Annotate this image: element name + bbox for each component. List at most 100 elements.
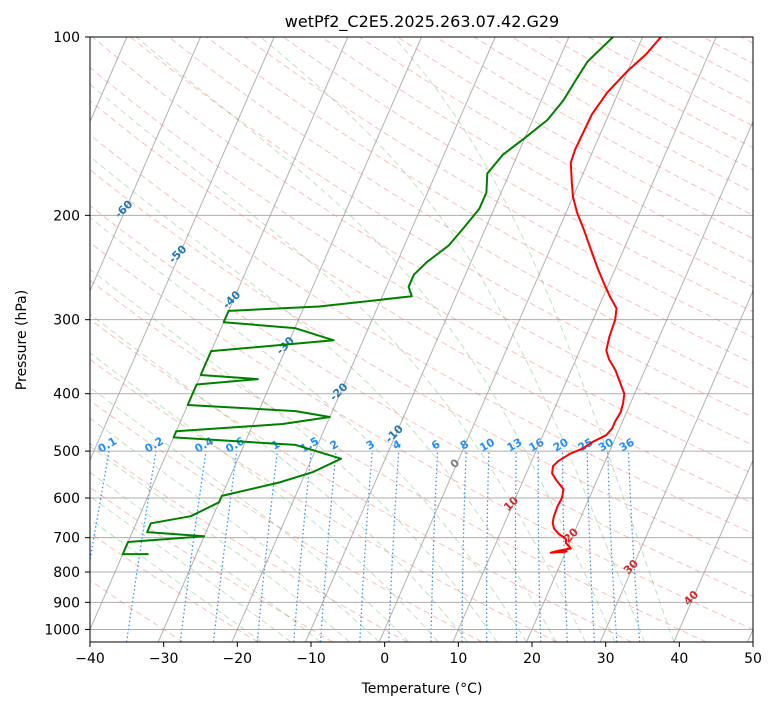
dry-adiabat bbox=[664, 37, 753, 85]
mixing-ratio-line bbox=[293, 451, 312, 642]
y-tick-label: 800 bbox=[53, 565, 80, 581]
dry-adiabat bbox=[740, 37, 753, 44]
dry-adiabat bbox=[588, 37, 753, 127]
moist-adiabat bbox=[135, 37, 616, 642]
axes: −40 −30 −20 −10 0 10 20 30 40 5010020030040050060… bbox=[44, 30, 762, 667]
x-tick-label: 40 bbox=[670, 651, 688, 667]
isotherm-label: -70 bbox=[58, 153, 81, 176]
dry-adiabat bbox=[130, 37, 753, 418]
isotherm-line bbox=[231, 37, 496, 642]
dry-adiabat bbox=[90, 100, 753, 504]
isotherm-label: -80 bbox=[3, 109, 26, 132]
moist-adiabat bbox=[260, 37, 645, 642]
isotherm-label: 10 bbox=[501, 494, 521, 514]
isotherm-line bbox=[378, 37, 643, 642]
dry-adiabat bbox=[90, 442, 408, 642]
mixing-ratio-line bbox=[256, 451, 278, 642]
isotherm-line bbox=[305, 37, 570, 642]
isotherm-line bbox=[157, 37, 422, 642]
x-tick-label: −30 bbox=[149, 651, 179, 667]
moist-adiabat bbox=[393, 37, 675, 642]
isotherm-line bbox=[599, 289, 753, 642]
x-tick-label: −10 bbox=[296, 651, 326, 667]
dewpoint-profile-line bbox=[121, 37, 614, 556]
dry-adiabat bbox=[244, 37, 753, 338]
mixing-ratio-label: 25 bbox=[576, 436, 596, 455]
moist-adiabat bbox=[90, 352, 439, 642]
x-tick-label: −40 bbox=[75, 651, 105, 667]
y-tick-label: 100 bbox=[53, 30, 80, 46]
dry-adiabat bbox=[90, 241, 753, 630]
isotherm-line bbox=[526, 120, 753, 642]
dry-adiabat bbox=[90, 486, 333, 642]
y-tick-label: 200 bbox=[53, 208, 80, 224]
mixing-ratio-line bbox=[179, 451, 207, 642]
mixing-ratio-line bbox=[486, 451, 490, 642]
moist-adiabat bbox=[90, 386, 410, 642]
mixing-ratio-label: 16 bbox=[527, 435, 547, 454]
moist-adiabat bbox=[90, 471, 321, 642]
mixing-ratio-label: 6 bbox=[429, 437, 442, 452]
isotherm-label: -50 bbox=[166, 242, 189, 265]
x-tick-label: 50 bbox=[744, 651, 762, 667]
y-tick-label: 400 bbox=[53, 387, 80, 403]
y-tick-label: 1000 bbox=[44, 622, 80, 638]
plot-area: 0.10.20.40.611.52346810131620253036-100-… bbox=[3, 37, 753, 642]
y-tick-label: 600 bbox=[53, 491, 80, 507]
dry-adiabat bbox=[168, 37, 753, 391]
moist-adiabat bbox=[90, 313, 468, 642]
temperature-profile-line bbox=[549, 37, 662, 554]
dry-adiabat bbox=[206, 37, 753, 364]
dry-adiabat bbox=[90, 204, 753, 598]
y-tick-label: 900 bbox=[53, 595, 80, 611]
dry-adiabat bbox=[90, 318, 632, 642]
x-axis-title: Temperature (°C) bbox=[361, 681, 483, 697]
isotherm-line bbox=[90, 37, 201, 293]
isotherm-line bbox=[452, 37, 717, 642]
mixing-ratio-line bbox=[514, 451, 518, 642]
mixing-ratio-line bbox=[430, 451, 439, 642]
isotherm-line bbox=[90, 37, 275, 462]
dry-adiabat bbox=[90, 400, 483, 642]
mixing-ratio-line bbox=[212, 451, 238, 642]
isotherm-label: -60 bbox=[112, 197, 135, 220]
isotherm-label: -10 bbox=[383, 422, 406, 445]
plot-content: 0.10.20.40.611.52346810131620253036-100-… bbox=[3, 37, 753, 642]
plot-frame bbox=[89, 36, 754, 643]
x-tick-label: −20 bbox=[223, 651, 253, 667]
isotherm-line bbox=[673, 458, 753, 642]
x-tick-label: 20 bbox=[523, 651, 541, 667]
moist-adiabat bbox=[90, 83, 586, 642]
dry-adiabat bbox=[511, 37, 753, 171]
chart-title: wetPf2_C2E5.2025.263.07.42.G29 bbox=[285, 12, 559, 32]
x-tick-label: 30 bbox=[597, 651, 615, 667]
dry-adiabat bbox=[90, 134, 753, 535]
moist-adiabat bbox=[90, 417, 380, 642]
dry-adiabat bbox=[320, 37, 753, 288]
mixing-ratio-label: 13 bbox=[505, 436, 525, 455]
isotherm-line bbox=[747, 628, 753, 642]
dry-adiabat bbox=[90, 358, 558, 642]
mixing-ratio-label: 10 bbox=[477, 435, 497, 454]
mixing-ratio-line bbox=[562, 451, 568, 642]
y-tick-label: 300 bbox=[53, 313, 80, 329]
moist-adiabat bbox=[90, 155, 557, 642]
mixing-ratio-line bbox=[90, 450, 110, 564]
moist-adiabat bbox=[90, 268, 498, 642]
mixing-ratio-line bbox=[320, 451, 337, 642]
isotherm-label: 30 bbox=[621, 557, 641, 577]
dry-adiabat bbox=[90, 532, 259, 642]
x-tick-label: 10 bbox=[449, 651, 467, 667]
dry-adiabat bbox=[90, 279, 707, 642]
isotherm-label: 40 bbox=[681, 588, 701, 608]
isotherm-label: -40 bbox=[220, 288, 243, 311]
moist-adiabat bbox=[90, 518, 262, 642]
moist-adiabat bbox=[90, 216, 527, 642]
x-tick-label: 0 bbox=[380, 651, 389, 667]
mixing-ratio-label: 3 bbox=[364, 438, 377, 453]
mixing-ratio-line bbox=[586, 451, 595, 642]
dry-adiabat bbox=[90, 169, 753, 566]
mixing-ratio-line bbox=[359, 451, 373, 642]
mixing-ratio-label: 0.4 bbox=[193, 434, 217, 455]
